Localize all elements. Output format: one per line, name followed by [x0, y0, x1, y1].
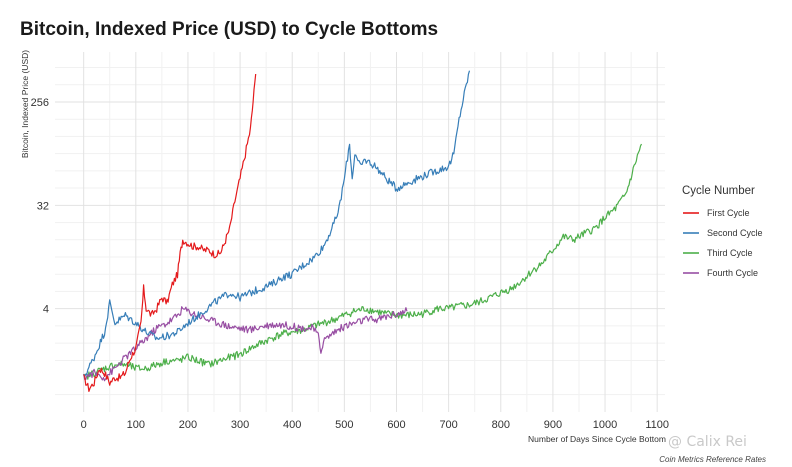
x-tick-label: 1100: [645, 419, 669, 431]
legend-label-first-cycle: First Cycle: [707, 208, 750, 218]
y-tick-label: 4: [43, 304, 49, 316]
x-tick-label: 700: [439, 419, 457, 431]
legend-items: First Cycle Second Cycle Third Cycle Fourth…: [683, 208, 763, 278]
x-tick-label: 800: [492, 419, 510, 431]
chart-title: Bitcoin, Indexed Price (USD) to Cycle Bo…: [20, 19, 438, 40]
plot-panel: [55, 52, 665, 412]
y-tick-label: 256: [31, 97, 49, 109]
legend-label-third-cycle: Third Cycle: [707, 248, 753, 258]
x-tick-label: 600: [387, 419, 405, 431]
x-tick-label: 1000: [593, 419, 617, 431]
x-tick-label: 900: [544, 419, 562, 431]
watermark: @ Calix Rei: [668, 434, 747, 450]
source-caption: Coin Metrics Reference Rates: [659, 455, 766, 464]
y-axis-label: Bitcoin, Indexed Price (USD): [20, 50, 30, 158]
grid: [55, 52, 665, 412]
legend-label-second-cycle: Second Cycle: [707, 228, 763, 238]
x-tick-label: 200: [179, 419, 197, 431]
y-tick-label: 32: [37, 200, 49, 212]
series-line-second-cycle: [83, 70, 471, 378]
x-tick-label: 500: [335, 419, 353, 431]
series-line-third-cycle: [83, 143, 643, 380]
series-line-first-cycle: [83, 73, 257, 392]
x-tick-label: 300: [231, 419, 249, 431]
x-tick-label: 100: [127, 419, 145, 431]
legend: Cycle Number First Cycle Second Cycle Thir…: [682, 185, 763, 278]
legend-label-fourth-cycle: Fourth Cycle: [707, 268, 758, 278]
x-tick-label: 400: [283, 419, 301, 431]
series-line-fourth-cycle: [83, 306, 408, 382]
series-lines: [83, 70, 643, 392]
x-tick-label: 0: [81, 419, 87, 431]
axis-ticks: 0 100 200 300 400 500 600 700 800 900 1000 1100 4 32 2…: [31, 97, 669, 431]
x-axis-label: Number of Days Since Cycle Bottom: [528, 434, 666, 444]
legend-title: Cycle Number: [682, 185, 755, 197]
